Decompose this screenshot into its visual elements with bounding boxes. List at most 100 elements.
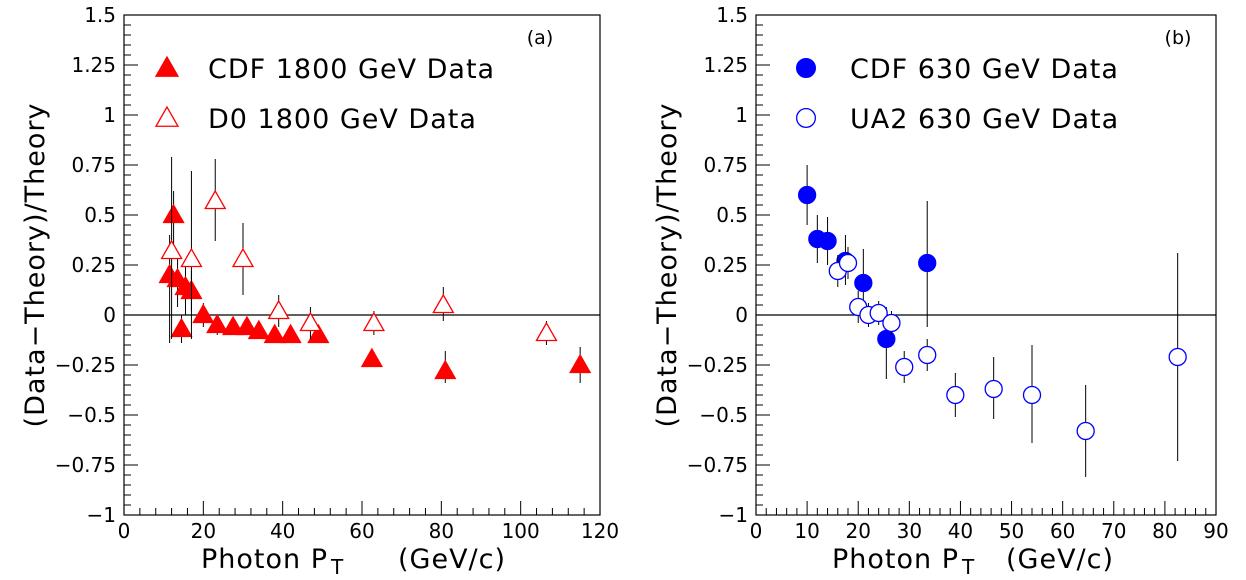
y-tick-label: −1 (719, 503, 748, 527)
legend-marker-ua2-630-gev-data (796, 108, 817, 129)
legend-marker-cdf-630-gev-data (796, 58, 817, 79)
legend-label: UA2 630 GeV Data (850, 104, 1119, 135)
y-tick-label: −1 (87, 503, 116, 527)
data-point (869, 303, 888, 323)
series-d0-1800-gev-data (160, 157, 558, 345)
legend-label: CDF 630 GeV Data (850, 54, 1119, 85)
legend: CDF 630 GeV Data UA2 630 GeV Data (796, 54, 1119, 135)
x-tick-label: 60 (349, 519, 374, 543)
x-axis-title-subscript: T (961, 555, 975, 579)
legend-label: D0 1800 GeV Data (208, 104, 477, 135)
y-axis-title: (Data−Theory)/Theory (652, 103, 683, 428)
panel-a: −1 −0.75 −0.5 −0.25 0 0.25 0.5 0.75 1 1.25 1.5 0 20 4… (20, 3, 619, 579)
data-point (231, 247, 255, 268)
x-tick-label: 20 (191, 519, 216, 543)
series-cdf-1800-gev-data (158, 191, 592, 383)
data-point (882, 313, 901, 333)
y-tick-label: 1 (735, 103, 748, 127)
data-point (307, 323, 330, 344)
legend-marker-d0-1800-gev-data (154, 105, 180, 127)
x-axis-units: (GeV/c) (398, 544, 506, 575)
data-point (1022, 385, 1042, 405)
data-point (160, 239, 183, 260)
data-point (221, 315, 245, 336)
panel-label: (b) (1165, 27, 1192, 49)
y-tick-label: −0.75 (55, 453, 116, 477)
x-axis-title: Photon P (832, 544, 959, 575)
data-point (162, 203, 185, 224)
data-point (895, 357, 914, 377)
data-point (918, 345, 937, 365)
data-point (918, 253, 937, 273)
y-tick-label: −0.25 (687, 353, 748, 377)
y-tick-label: −0.5 (67, 403, 116, 427)
x-tick-label: 10 (794, 519, 819, 543)
x-tick-label: 70 (1101, 519, 1126, 543)
data-point (432, 293, 455, 314)
data-point (1168, 347, 1187, 367)
x-tick-label: 0 (750, 519, 763, 543)
x-tick-label: 0 (118, 519, 131, 543)
data-point (854, 273, 873, 293)
y-tick-label: 1.5 (84, 3, 116, 27)
x-tick-label: 30 (897, 519, 922, 543)
x-tick-label: 60 (1050, 519, 1075, 543)
y-axis-title: (Data−Theory)/Theory (20, 103, 51, 428)
legend-marker-cdf-1800-gev-data (154, 55, 180, 77)
data-point (877, 329, 896, 349)
data-point (267, 299, 290, 320)
data-point (535, 321, 558, 342)
data-point (838, 253, 858, 273)
data-point (818, 231, 837, 251)
y-tick-label: −0.25 (55, 353, 116, 377)
y-tick-label: 0 (103, 303, 116, 327)
x-tick-label: 120 (581, 519, 619, 543)
data-point (299, 311, 322, 332)
data-point (180, 247, 203, 268)
x-tick-label: 80 (429, 519, 454, 543)
legend: CDF 1800 GeV Data D0 1800 GeV Data (154, 54, 494, 135)
data-point (362, 311, 386, 332)
x-tick-label: 40 (948, 519, 973, 543)
data-point (1076, 421, 1095, 441)
y-tick-label: 1.25 (71, 53, 116, 77)
y-tick-label: −0.75 (687, 453, 748, 477)
x-tick-label: 80 (1152, 519, 1177, 543)
x-tick-label: 90 (1203, 519, 1228, 543)
y-tick-label: 0.25 (71, 253, 116, 277)
y-tick-label: 1.5 (716, 3, 748, 27)
x-tick-label: 100 (502, 519, 540, 543)
y-tick-label: 0.75 (703, 153, 748, 177)
y-tick-label: 1 (103, 103, 116, 127)
series-ua2-630-gev-data (828, 247, 1187, 477)
data-point (434, 359, 457, 380)
data-point (984, 379, 1003, 399)
x-tick-label: 50 (999, 519, 1024, 543)
data-point (235, 315, 259, 336)
y-tick-label: −0.5 (699, 403, 748, 427)
y-tick-label: 0.5 (716, 203, 748, 227)
data-point (192, 303, 215, 324)
y-tick-label: 1.25 (703, 53, 748, 77)
panel-label: (a) (527, 27, 553, 49)
panel-b: −1 −0.75 −0.5 −0.25 0 0.25 0.5 0.75 1 1.25 1.5 0 10 2… (652, 3, 1229, 579)
y-tick-label: 0.5 (84, 203, 116, 227)
x-tick-label: 40 (270, 519, 295, 543)
data-point (569, 353, 592, 374)
x-axis-title-subscript: T (330, 555, 344, 579)
data-point (946, 385, 965, 405)
data-point (279, 323, 302, 344)
data-point (797, 185, 817, 205)
data-point (247, 319, 270, 340)
data-point (360, 347, 384, 368)
data-point (206, 313, 229, 334)
data-point (204, 189, 227, 210)
x-axis-title: Photon P (201, 544, 328, 575)
x-axis-units: (GeV/c) (1006, 544, 1114, 575)
x-tick-label: 20 (845, 519, 870, 543)
y-tick-label: 0 (735, 303, 748, 327)
data-point (263, 323, 286, 344)
y-tick-label: 0.75 (71, 153, 116, 177)
